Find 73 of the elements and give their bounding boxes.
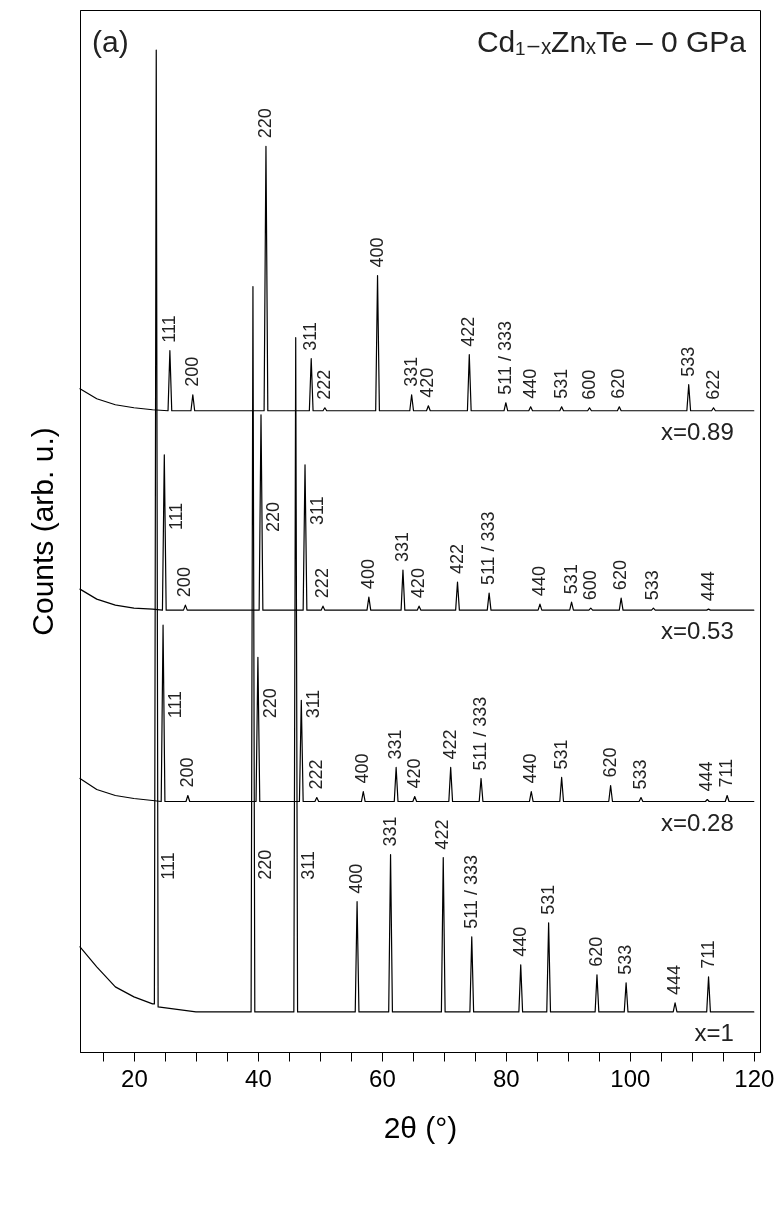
annotation: 511 / 333 xyxy=(494,321,515,395)
x-tick-label: 20 xyxy=(121,1064,148,1092)
annotation: 222 xyxy=(305,759,326,790)
annotation: 422 xyxy=(432,819,453,850)
annotation: 600 xyxy=(579,570,600,601)
annotation: 111 xyxy=(165,690,186,719)
annotation: 111 xyxy=(158,315,179,343)
annotation: 222 xyxy=(313,369,334,400)
annotation: 600 xyxy=(578,369,599,400)
x-tick-label: 120 xyxy=(734,1064,775,1092)
annotation: 220 xyxy=(254,108,275,139)
chart-title: Cd₁₋ₓZnₓTe – 0 GPa xyxy=(476,25,747,58)
x-tick-label: 40 xyxy=(245,1064,272,1092)
annotation: 420 xyxy=(403,758,424,789)
annotation: 331 xyxy=(385,729,406,760)
series-label: x=0.28 xyxy=(661,808,734,836)
annotation: 220 xyxy=(259,688,280,719)
annotation: 531 xyxy=(550,739,571,770)
series-label: x=1 xyxy=(694,1018,734,1046)
annotation: 711 xyxy=(697,940,718,969)
annotation: 511 / 333 xyxy=(460,855,481,929)
annotation: 620 xyxy=(585,936,606,967)
annotation: 440 xyxy=(520,753,541,784)
annotation: 220 xyxy=(263,501,283,532)
annotation: 400 xyxy=(352,753,373,784)
annotation: 200 xyxy=(174,567,195,598)
annotation: 331 xyxy=(379,816,400,847)
annotation: (a) xyxy=(92,25,129,58)
annotation: 620 xyxy=(610,560,631,591)
annotation: 420 xyxy=(408,568,429,599)
annotation: 222 xyxy=(311,568,332,599)
annotation: 200 xyxy=(176,757,197,788)
annotation: 311 xyxy=(300,321,321,351)
annotation: 440 xyxy=(519,368,540,399)
annotation: 331 xyxy=(391,532,412,563)
annotation: 111 xyxy=(166,502,187,530)
annotation: 622 xyxy=(702,369,723,400)
annotation: 511 / 333 xyxy=(478,511,499,586)
annotation: 311 xyxy=(303,689,324,719)
y-axis-title: Counts (arb. u.) xyxy=(25,427,59,636)
annotation: 444 xyxy=(696,761,717,792)
annotation: 440 xyxy=(528,566,549,597)
annotation: 440 xyxy=(509,926,530,957)
annotation: 531 xyxy=(550,368,571,399)
annotation: 533 xyxy=(677,346,698,377)
annotation: 620 xyxy=(599,747,620,778)
x-axis-title: 2θ (°) xyxy=(383,1110,458,1144)
annotation: 531 xyxy=(537,884,558,915)
annotation: 111 xyxy=(158,852,179,880)
annotation: 533 xyxy=(642,570,663,601)
annotation: 422 xyxy=(458,316,479,347)
annotation: 311 xyxy=(297,850,318,880)
annotation: 531 xyxy=(560,564,581,595)
annotation: 422 xyxy=(446,544,467,575)
annotation: 311 xyxy=(307,496,328,525)
x-tick-label: 60 xyxy=(369,1064,396,1092)
annotation: 400 xyxy=(346,863,367,894)
series-label: x=0.53 xyxy=(661,617,734,645)
annotation: 444 xyxy=(697,571,718,602)
annotation: 533 xyxy=(629,759,650,790)
annotation: 220 xyxy=(254,849,275,880)
series-label: x=0.89 xyxy=(661,417,734,445)
x-tick-label: 100 xyxy=(610,1064,651,1092)
annotation: 511 / 333 xyxy=(470,696,491,771)
annotation: 400 xyxy=(366,237,387,268)
annotation: 711 xyxy=(716,758,737,788)
annotation: 620 xyxy=(608,368,629,399)
annotation: 200 xyxy=(181,356,202,387)
annotation: 422 xyxy=(439,729,460,760)
annotation: 400 xyxy=(357,559,378,590)
annotation: 533 xyxy=(615,944,636,975)
annotation: 444 xyxy=(664,964,685,995)
x-tick-label: 80 xyxy=(493,1064,520,1092)
